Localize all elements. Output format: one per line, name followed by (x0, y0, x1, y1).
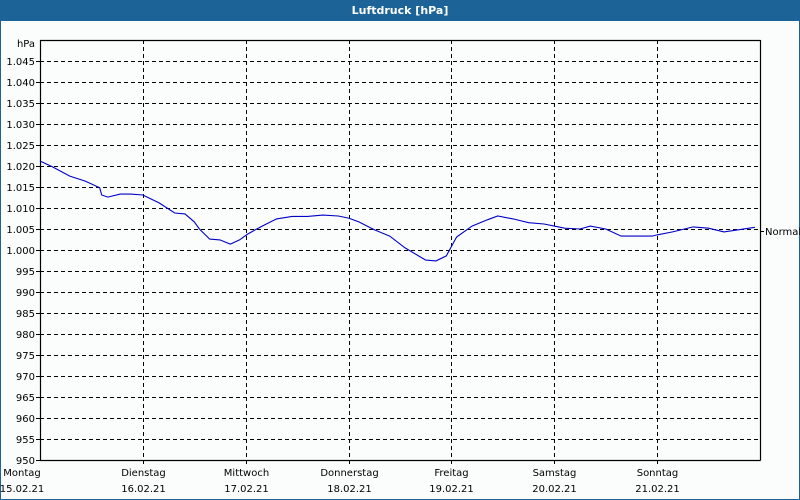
x-day-label: Mittwoch (224, 468, 269, 479)
pressure-series-line (39, 160, 755, 262)
x-date-label: 20.02.21 (532, 484, 577, 495)
x-day-label: Donnerstag (320, 468, 378, 479)
chart-title: Luftdruck [hPa] (1, 1, 799, 21)
y-axis-unit: hPa (17, 39, 35, 50)
normal-label: Normal (765, 227, 800, 238)
x-day-label: Dienstag (121, 468, 166, 479)
y-tick-label: 985 (16, 309, 35, 320)
y-tick-label: 1.040 (6, 78, 35, 89)
y-tick-label: 1.010 (6, 204, 35, 215)
x-day-label: Sonntag (637, 468, 679, 479)
y-tick-label: 1.025 (6, 141, 35, 152)
y-tick-label: 1.015 (6, 183, 35, 194)
x-date-label: 17.02.21 (224, 484, 269, 495)
y-tick-label: 970 (16, 372, 35, 383)
y-tick-label: 1.020 (6, 162, 35, 173)
x-date-label: 18.02.21 (327, 484, 372, 495)
y-tick-label: 975 (16, 351, 35, 362)
x-day-label: Montag (3, 468, 40, 479)
y-tick-label: 965 (16, 393, 35, 404)
x-date-label: 19.02.21 (429, 484, 474, 495)
y-tick-label: 1.030 (6, 120, 35, 131)
x-date-label: 15.02.21 (0, 484, 44, 495)
x-day-label: Freitag (434, 468, 468, 479)
y-tick-label: 955 (16, 435, 35, 446)
y-tick-label: 980 (16, 330, 35, 341)
x-date-label: 16.02.21 (121, 484, 166, 495)
y-tick-label: 950 (16, 456, 35, 467)
y-tick-label: 1.005 (6, 225, 35, 236)
x-day-label: Samstag (533, 468, 577, 479)
y-tick-label: 1.000 (6, 246, 35, 257)
y-tick-label: 995 (16, 267, 35, 278)
y-tick-label: 990 (16, 288, 35, 299)
y-tick-label: 1.035 (6, 99, 35, 110)
y-tick-label: 960 (16, 414, 35, 425)
y-tick-label: 1.045 (6, 57, 35, 68)
x-date-label: 21.02.21 (635, 484, 680, 495)
